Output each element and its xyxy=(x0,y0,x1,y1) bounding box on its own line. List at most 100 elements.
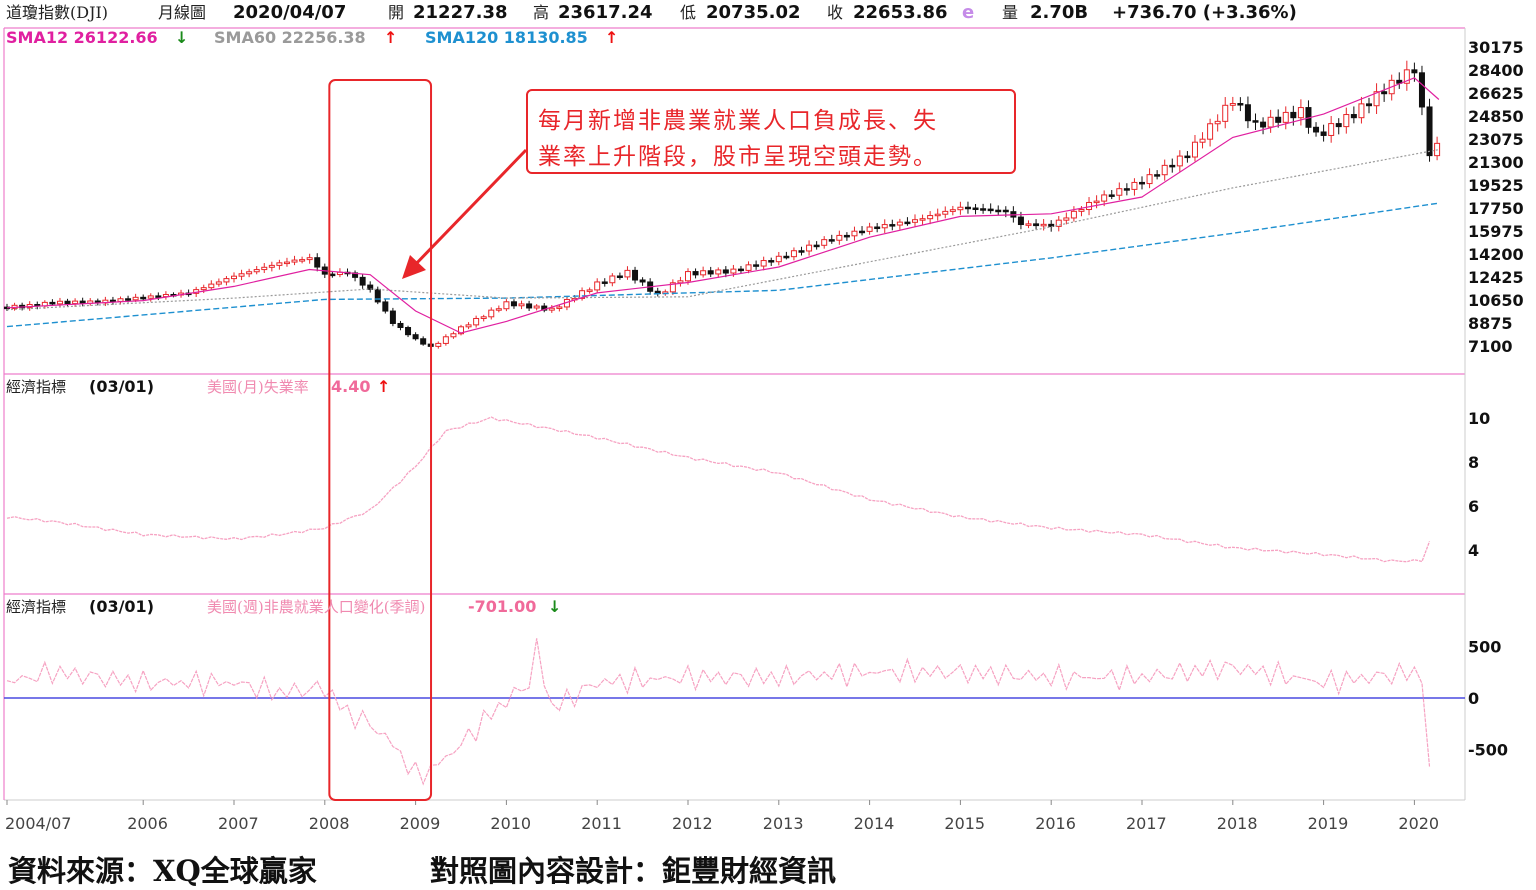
y-tick-label-payrolls: -500 xyxy=(1468,741,1508,760)
unemployment-arrow: ↑ xyxy=(377,377,391,396)
x-tick-label: 2018 xyxy=(1217,814,1258,833)
candle-body xyxy=(1025,223,1032,226)
candle-body xyxy=(533,305,540,309)
candle-body xyxy=(125,298,132,301)
candle-body xyxy=(1191,141,1198,158)
candle-body xyxy=(261,266,268,271)
axes: 30175 28400 26625 24850 23075 21300 19525 17750… xyxy=(5,38,1524,833)
candle-body xyxy=(1335,123,1342,128)
y-tick-label-price: 7100 xyxy=(1468,337,1513,356)
candle-body xyxy=(442,336,449,344)
candle-body xyxy=(1297,107,1304,119)
candle-body xyxy=(109,299,116,303)
sma120-label: SMA120 18130.85 xyxy=(425,28,588,47)
price-panel xyxy=(4,60,1441,349)
candle-body xyxy=(1244,104,1251,122)
sma60-label: SMA60 22256.38 xyxy=(214,28,366,47)
y-tick-label-price: 28400 xyxy=(1468,61,1524,80)
y-tick-label-price: 23075 xyxy=(1468,130,1524,149)
x-tick-label: 2007 xyxy=(218,814,259,833)
candle-body xyxy=(147,295,154,299)
unemployment-indicator-name: 美國(月)失業率 xyxy=(207,378,309,396)
candle-body xyxy=(609,275,616,284)
open-value: 21227.38 xyxy=(413,2,508,23)
candle-body xyxy=(1373,91,1380,107)
candle-body xyxy=(389,310,396,324)
candle-body xyxy=(1267,116,1274,128)
y-tick-label-price: 30175 xyxy=(1468,38,1524,57)
candle-body xyxy=(329,273,336,277)
candle-body xyxy=(291,259,298,263)
candle-body xyxy=(616,275,623,278)
candle-body xyxy=(798,250,805,253)
candle-body xyxy=(405,327,412,336)
candle-body xyxy=(246,271,253,275)
candle-body xyxy=(753,264,760,267)
candle-body xyxy=(253,269,260,273)
candle-body xyxy=(1328,123,1335,136)
x-tick-label: 2006 xyxy=(127,814,168,833)
symbol-label: 道瓊指數(DJI) xyxy=(6,3,109,22)
candle-body xyxy=(927,215,934,220)
x-tick-label: 2020 xyxy=(1398,814,1439,833)
candle-body xyxy=(987,208,994,212)
y-tick-label-unemployment: 8 xyxy=(1468,453,1479,472)
candle-body xyxy=(859,230,866,234)
candle-body xyxy=(768,260,775,263)
payrolls-arrow: ↓ xyxy=(548,597,562,616)
candle-body xyxy=(1146,174,1153,185)
candle-body xyxy=(276,262,283,266)
candle-body xyxy=(1229,103,1236,106)
candle-body xyxy=(1161,164,1168,176)
candle-body xyxy=(49,301,56,305)
candle-body xyxy=(64,300,71,305)
x-tick-label: 2015 xyxy=(944,814,985,833)
candle-body xyxy=(510,301,517,307)
candle-body xyxy=(692,271,699,276)
volume-value: 2.70B xyxy=(1030,2,1089,23)
high-label: 高 xyxy=(533,3,550,22)
sma120-arrow: ↑ xyxy=(605,28,619,47)
candle-body xyxy=(72,300,79,305)
candle-body xyxy=(828,239,835,242)
x-tick-label: 2017 xyxy=(1126,814,1167,833)
candle-body xyxy=(495,308,502,311)
candle-body xyxy=(760,260,767,267)
annotation-line-2: 業率上升階段，股市呈現空頭走勢。 xyxy=(538,144,938,170)
y-tick-label-price: 15975 xyxy=(1468,222,1524,241)
candle-body xyxy=(359,276,366,286)
candle-body xyxy=(904,221,911,225)
payrolls-line xyxy=(6,638,1431,786)
sma12-line xyxy=(6,77,1440,334)
x-tick-label: 2011 xyxy=(581,814,622,833)
candle-body xyxy=(412,334,419,340)
candle-body xyxy=(1169,164,1176,168)
candle-body xyxy=(669,282,676,293)
candle-body xyxy=(1184,155,1191,159)
y-tick-label-unemployment: 6 xyxy=(1468,497,1479,516)
y-tick-label-price: 21300 xyxy=(1468,153,1524,172)
candle-body xyxy=(1199,138,1206,143)
candle-body xyxy=(374,288,381,303)
candle-body xyxy=(117,298,124,302)
candle-body xyxy=(1260,121,1267,128)
candle-body xyxy=(1358,103,1365,119)
candle-body xyxy=(1002,209,1009,213)
y-tick-label-price: 17750 xyxy=(1468,199,1524,218)
candle-body xyxy=(458,326,464,335)
candle-body xyxy=(586,289,593,292)
y-tick-label-price: 8875 xyxy=(1468,314,1513,333)
payrolls-value: -701.00 xyxy=(468,597,537,616)
footer-source: 資料來源：XQ全球贏家 xyxy=(8,854,317,888)
payrolls-panel-date: (03/01) xyxy=(89,597,154,616)
y-tick-label-payrolls: 500 xyxy=(1468,638,1501,657)
candle-body xyxy=(1017,216,1024,226)
candle-body xyxy=(1063,217,1070,221)
period-label: 月線圖 xyxy=(158,3,207,22)
estimate-flag: e xyxy=(962,2,975,23)
y-tick-label-price: 12425 xyxy=(1468,268,1524,287)
candle-body xyxy=(790,250,797,258)
candle-body xyxy=(942,210,949,215)
footer-design: 對照圖內容設計：鉅豐財經資訊 xyxy=(430,854,837,888)
unemployment-panel xyxy=(6,416,1431,563)
